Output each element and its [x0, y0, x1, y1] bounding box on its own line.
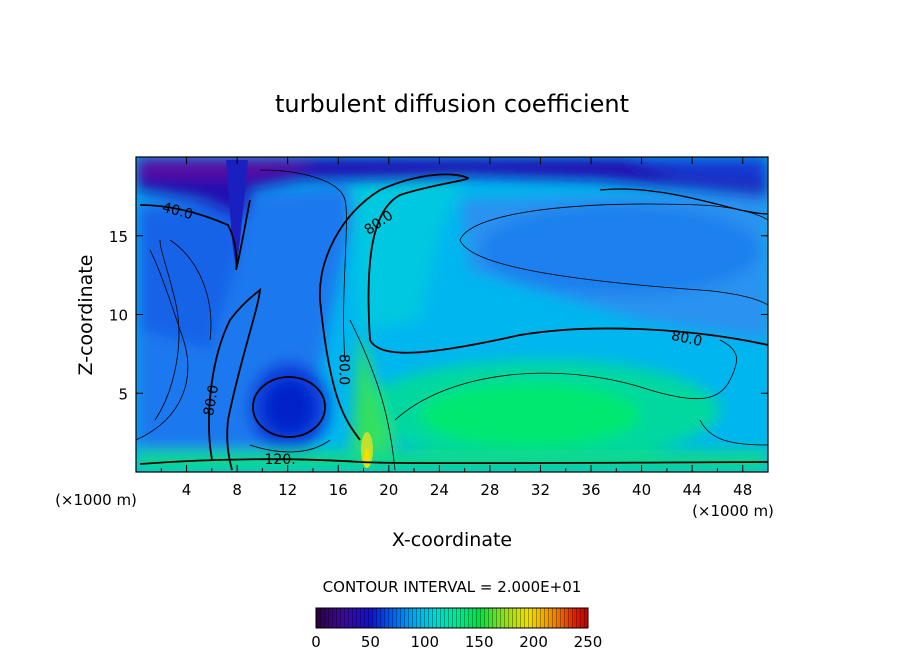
contour-label: 80.0	[201, 384, 222, 417]
chart-title: turbulent diffusion coefficient	[275, 90, 629, 118]
x-unit-left: (×1000 m)	[55, 491, 137, 509]
colorbar: 0 50 100 150 200 250	[311, 607, 603, 651]
contour-interval-label: CONTOUR INTERVAL = 2.000E+01	[323, 578, 582, 596]
colorbar-tick-label: 100	[410, 633, 439, 651]
contour-label: 80.0	[670, 328, 704, 350]
colorbar-tick-label: 150	[465, 633, 494, 651]
x-axis-label: X-coordinate	[392, 529, 512, 551]
x-tick-label: 8	[232, 481, 242, 499]
contour-label: 80.0	[336, 354, 352, 385]
x-axis: 4 8 12 16 20 24 28 32 36 40 44 48	[160, 157, 752, 499]
x-tick-label: 12	[278, 481, 297, 499]
x-tick-label: 16	[329, 481, 348, 499]
x-tick-label: 48	[733, 481, 752, 499]
x-tick-label: 44	[683, 481, 702, 499]
x-tick-label: 28	[480, 481, 499, 499]
y-axis: 5 10 15	[109, 228, 768, 403]
x-tick-label: 4	[182, 481, 192, 499]
contour-label: 40.0	[160, 200, 194, 224]
x-unit-right: (×1000 m)	[692, 502, 774, 520]
x-tick-label: 40	[632, 481, 651, 499]
colorbar-tick-label: 200	[519, 633, 548, 651]
y-tick-label: 10	[109, 307, 128, 325]
y-tick-label: 5	[118, 385, 128, 403]
x-tick-label: 24	[430, 481, 449, 499]
colorbar-tick-label: 250	[574, 633, 603, 651]
y-tick-label: 15	[109, 228, 128, 246]
x-tick-label: 20	[379, 481, 398, 499]
colorbar-tick-label: 50	[361, 633, 380, 651]
colorbar-tick-label: 0	[311, 633, 321, 651]
y-axis-label: Z-coordinate	[75, 255, 97, 376]
contour-field	[136, 157, 768, 472]
x-tick-label: 36	[581, 481, 600, 499]
contour-label: 120.	[265, 452, 296, 468]
x-tick-label: 32	[531, 481, 550, 499]
